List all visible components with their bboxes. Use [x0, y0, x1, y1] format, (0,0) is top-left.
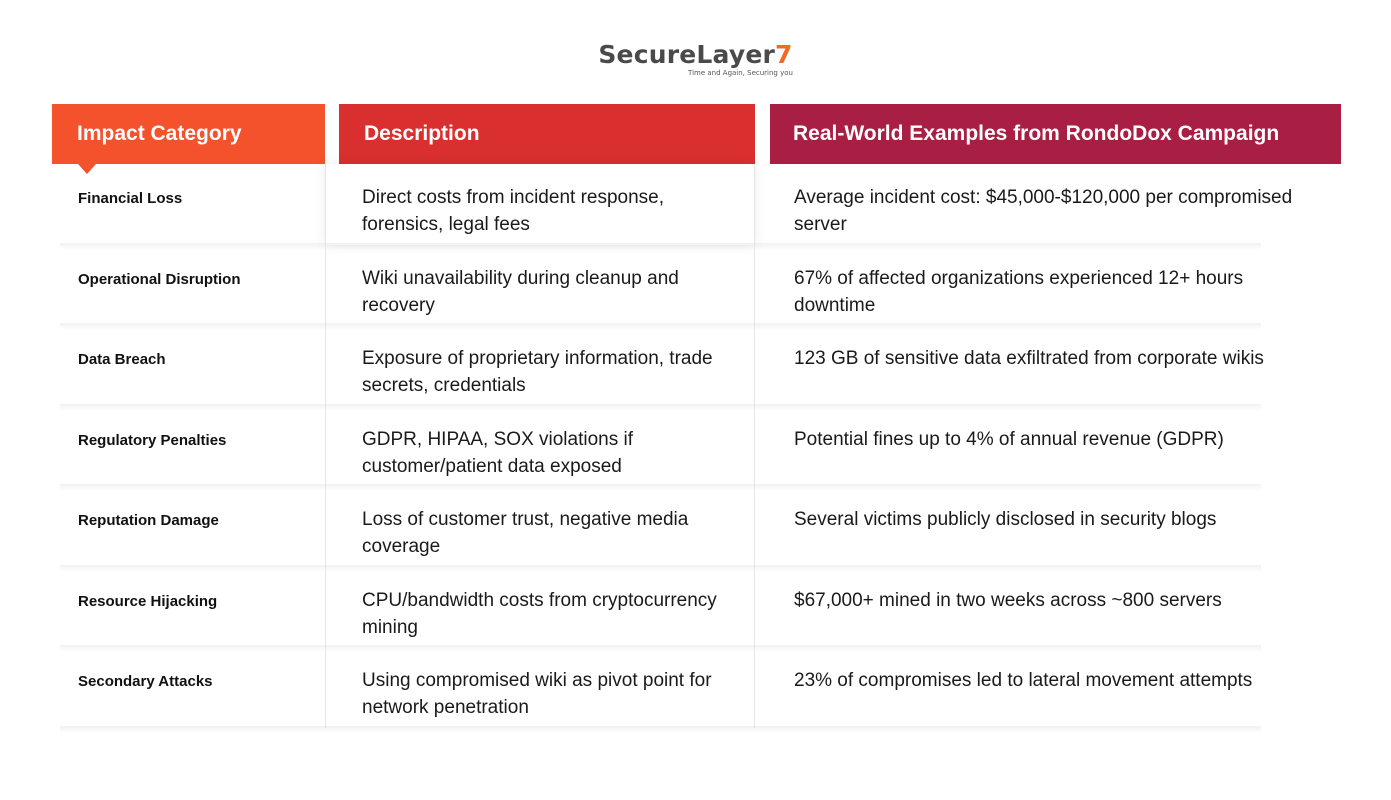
example-cell: 67% of affected organizations experience… [794, 267, 1244, 316]
example-cell: Potential fines up to 4% of annual reven… [794, 428, 1224, 450]
example-cell: 123 GB of sensitive data exfiltrated fro… [794, 348, 1264, 369]
impact-category-cell: Reputation Damage [78, 512, 219, 529]
header-real-world-examples: Real-World Examples from RondoDox Campai… [770, 104, 1341, 164]
example-cell: $67,000+ mined in two weeks across ~800 … [794, 589, 1222, 611]
description-cell: Wiki unavailability during cleanup and r… [325, 244, 755, 325]
brand-name-text: SecureLayer [598, 40, 776, 69]
impact-category-cell: Data Breach [78, 351, 166, 368]
description-cell: Direct costs from incident response, for… [325, 164, 755, 245]
impact-category-cell: Financial Loss [78, 190, 183, 207]
impact-category-cell: Regulatory Penalties [78, 431, 227, 449]
brand-logo: SecureLayer7 Time and Again, Securing yo… [0, 40, 1391, 77]
impact-table-body: Financial Loss Direct costs from inciden… [0, 164, 1391, 732]
description-cell: Loss of customer trust, negative media c… [325, 486, 755, 567]
table-row: Resource Hijacking CPU/bandwidth costs f… [0, 566, 1391, 652]
table-row: Regulatory Penalties GDPR, HIPAA, SOX vi… [0, 405, 1391, 491]
description-cell: Exposure of proprietary information, tra… [325, 325, 755, 406]
header-impact-category: Impact Category [52, 104, 325, 174]
brand-tagline: Time and Again, Securing you [688, 69, 793, 77]
table-row: Operational Disruption Wiki unavailabili… [0, 244, 1391, 330]
impact-category-cell: Resource Hijacking [78, 592, 218, 610]
table-row: Secondary Attacks Using compromised wiki… [0, 647, 1391, 732]
header-description: Description [339, 104, 755, 164]
brand-name-seven: 7 [775, 40, 793, 69]
table-row: Financial Loss Direct costs from inciden… [0, 164, 1391, 249]
description-cell: Using compromised wiki as pivot point fo… [325, 647, 755, 728]
impact-category-cell: Secondary Attacks [78, 673, 213, 690]
table-row: Data Breach Exposure of proprietary info… [0, 325, 1391, 410]
example-cell: 23% of compromises led to lateral moveme… [794, 670, 1253, 691]
example-cell: Average incident cost: $45,000-$120,000 … [794, 187, 1293, 235]
description-cell: GDPR, HIPAA, SOX violations if customer/… [325, 405, 755, 486]
brand-name: SecureLayer7 [0, 40, 1391, 70]
table-row: Reputation Damage Loss of customer trust… [0, 486, 1391, 571]
impact-category-cell: Operational Disruption [78, 270, 241, 288]
example-cell: Several victims publicly disclosed in se… [794, 509, 1217, 530]
description-cell: CPU/bandwidth costs from cryptocurrency … [325, 566, 755, 647]
